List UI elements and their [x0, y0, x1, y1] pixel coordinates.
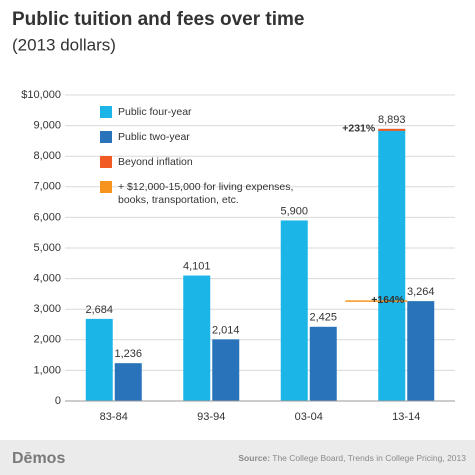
value-label: 2,014	[212, 324, 240, 336]
y-tick-label: 4,000	[33, 273, 61, 285]
legend-swatch	[100, 106, 112, 118]
value-label: 8,893	[378, 114, 406, 126]
source: Source: The College Board, Trends in Col…	[238, 453, 466, 463]
bar	[212, 339, 240, 401]
x-tick-label: 03-04	[295, 411, 323, 423]
y-tick-label: 9,000	[33, 120, 61, 132]
chart-title: Public tuition and fees over time	[12, 9, 304, 30]
y-tick-label: 2,000	[33, 334, 61, 346]
annotation: +164%	[371, 294, 405, 306]
chart-subtitle: (2013 dollars)	[12, 35, 116, 54]
logo: Dēmos	[12, 450, 65, 467]
x-tick-label: 13-14	[392, 411, 420, 423]
value-label: 3,264	[407, 286, 435, 298]
annotation: +231%	[342, 123, 376, 135]
value-label: 5,900	[280, 205, 308, 217]
legend-label: Public two-year	[118, 131, 190, 143]
y-tick-label: $10,000	[21, 89, 61, 101]
y-tick-label: 0	[55, 395, 61, 407]
legend-swatch	[100, 131, 112, 143]
bar	[183, 275, 211, 401]
bar	[309, 326, 337, 401]
y-tick-label: 5,000	[33, 242, 61, 254]
footer-band	[0, 440, 475, 475]
bar	[378, 128, 406, 401]
legend-swatch	[100, 181, 112, 193]
x-tick-label: 93-94	[197, 411, 225, 423]
legend-swatch	[100, 156, 112, 168]
legend-label: Public four-year	[118, 106, 192, 118]
legend-label: books, transportation, etc.	[118, 194, 239, 206]
bar	[280, 220, 308, 401]
source-label: Source:	[238, 453, 270, 463]
legend-label: + $12,000-15,000 for living expenses,	[118, 181, 293, 193]
y-tick-label: 7,000	[33, 181, 61, 193]
value-label: 2,425	[309, 312, 337, 324]
value-label: 4,101	[183, 260, 211, 272]
legend-label: Beyond inflation	[118, 156, 193, 168]
y-tick-label: 1,000	[33, 364, 61, 376]
y-tick-label: 6,000	[33, 211, 61, 223]
bar	[114, 363, 142, 401]
value-label: 1,236	[114, 348, 142, 360]
y-tick-label: 3,000	[33, 303, 61, 315]
x-tick-label: 83-84	[100, 411, 128, 423]
value-label: 2,684	[85, 304, 113, 316]
bar	[85, 318, 113, 401]
beyond-inflation-segment	[378, 128, 406, 131]
bar	[407, 301, 435, 401]
source-text: The College Board, Trends in College Pri…	[272, 453, 466, 463]
y-tick-label: 8,000	[33, 150, 61, 162]
